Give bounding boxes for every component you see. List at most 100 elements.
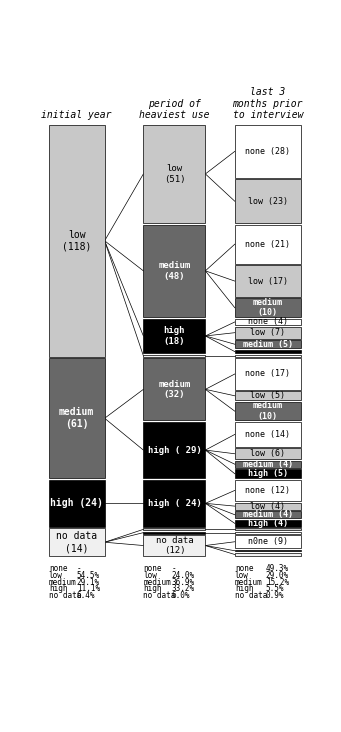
Text: 0.9%: 0.9% — [266, 591, 284, 600]
Text: 6.0%: 6.0% — [171, 591, 190, 600]
Text: initial year: initial year — [42, 111, 112, 120]
Text: high (4): high (4) — [248, 519, 288, 528]
Text: none: none — [235, 564, 253, 572]
Text: 5.5%: 5.5% — [266, 584, 284, 594]
Bar — [235, 299, 301, 317]
Text: n0ne (9): n0ne (9) — [248, 537, 288, 546]
Text: none (17): none (17) — [245, 370, 290, 378]
Text: none (21): none (21) — [245, 239, 290, 249]
Text: medium
(32): medium (32) — [158, 380, 191, 399]
Text: last 3
months prior
to interview: last 3 months prior to interview — [233, 87, 303, 120]
Text: high: high — [49, 584, 67, 594]
Text: high ( 29): high ( 29) — [148, 446, 201, 455]
Text: 15.2%: 15.2% — [266, 578, 289, 586]
Text: medium: medium — [143, 578, 171, 586]
Text: none (4): none (4) — [248, 318, 288, 326]
Bar — [235, 225, 301, 264]
Bar — [235, 460, 301, 468]
Bar — [235, 469, 301, 478]
Text: no data
(12): no data (12) — [155, 536, 193, 556]
Text: none: none — [49, 564, 67, 572]
Bar — [235, 529, 301, 530]
Text: medium (4): medium (4) — [243, 460, 293, 468]
Text: -: - — [77, 564, 81, 572]
Text: 29.1%: 29.1% — [77, 578, 100, 586]
Bar — [235, 553, 301, 556]
Bar — [143, 124, 205, 223]
Text: low: low — [235, 571, 249, 580]
Text: medium
(10): medium (10) — [253, 401, 283, 421]
Bar — [143, 355, 205, 356]
Text: no data: no data — [143, 591, 176, 600]
Text: 49.3%: 49.3% — [266, 564, 289, 572]
Bar — [235, 422, 301, 447]
Text: none (14): none (14) — [245, 430, 290, 439]
Bar — [49, 479, 105, 527]
Bar — [235, 179, 301, 223]
Bar — [143, 318, 205, 354]
Text: low
(118): low (118) — [62, 230, 91, 252]
Bar — [235, 350, 301, 354]
Text: 36.9%: 36.9% — [171, 578, 194, 586]
Bar — [143, 422, 205, 478]
Bar — [143, 535, 205, 556]
Text: -: - — [171, 564, 176, 572]
Bar — [49, 358, 105, 478]
Bar — [235, 265, 301, 297]
Text: low: low — [143, 571, 157, 580]
Text: medium (5): medium (5) — [243, 340, 293, 348]
Bar — [235, 511, 301, 518]
Bar — [235, 520, 301, 527]
Text: 24.0%: 24.0% — [171, 571, 194, 580]
Text: medium: medium — [235, 578, 263, 586]
Text: 33.2%: 33.2% — [171, 584, 194, 594]
Bar — [235, 340, 301, 348]
Text: high: high — [235, 584, 253, 594]
Bar — [235, 318, 301, 325]
Text: low (4): low (4) — [250, 501, 285, 511]
Text: low (7): low (7) — [250, 328, 285, 337]
Text: no data
(14): no data (14) — [56, 531, 97, 553]
Bar — [143, 531, 205, 534]
Text: 54.5%: 54.5% — [77, 571, 100, 580]
Bar — [235, 479, 301, 501]
Text: medium
(10): medium (10) — [253, 298, 283, 318]
Text: low (6): low (6) — [250, 449, 285, 458]
Text: 11.1%: 11.1% — [77, 584, 100, 594]
Bar — [143, 479, 205, 527]
Text: high ( 24): high ( 24) — [148, 498, 201, 508]
Bar — [143, 225, 205, 317]
Text: medium
(61): medium (61) — [59, 408, 94, 429]
Bar — [143, 529, 205, 530]
Text: low (5): low (5) — [250, 392, 285, 400]
Bar — [235, 531, 301, 534]
Bar — [235, 124, 301, 178]
Text: low
(51): low (51) — [164, 164, 185, 184]
Text: high: high — [143, 584, 162, 594]
Bar — [235, 535, 301, 548]
Bar — [235, 327, 301, 338]
Bar — [235, 358, 301, 389]
Text: none (12): none (12) — [245, 486, 290, 495]
Text: none: none — [143, 564, 162, 572]
Text: medium
(48): medium (48) — [158, 261, 191, 280]
Bar — [235, 391, 301, 400]
Text: high (5): high (5) — [248, 469, 288, 478]
Bar — [143, 358, 205, 420]
Bar — [235, 355, 301, 356]
Bar — [235, 402, 301, 420]
Text: 6.4%: 6.4% — [77, 591, 95, 600]
Text: low (23): low (23) — [248, 197, 288, 206]
Bar — [49, 529, 105, 556]
Text: high (24): high (24) — [50, 498, 103, 508]
Text: no data: no data — [235, 591, 267, 600]
Bar — [49, 124, 105, 356]
Text: low (17): low (17) — [248, 277, 288, 285]
Bar — [235, 449, 301, 459]
Text: medium (4): medium (4) — [243, 510, 293, 519]
Text: no data: no data — [49, 591, 81, 600]
Text: high
(18): high (18) — [164, 326, 185, 346]
Text: period of
heaviest use: period of heaviest use — [139, 99, 210, 120]
Text: medium: medium — [49, 578, 77, 586]
Bar — [235, 503, 301, 509]
